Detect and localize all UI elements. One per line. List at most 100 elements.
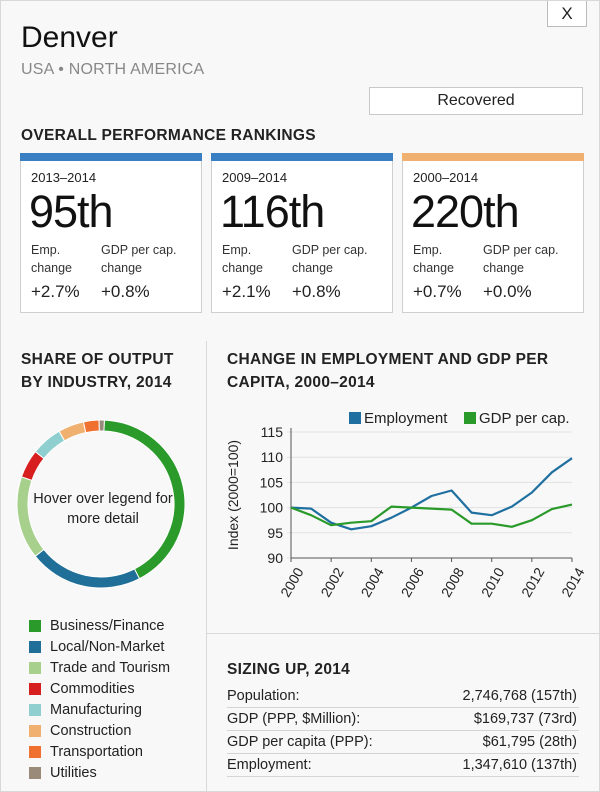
legend-item-local-non-market[interactable]: Local/Non-Market <box>29 636 170 657</box>
emp-change-value: +0.7% <box>413 282 462 301</box>
sizing-row-employment: Employment: 1,347,610 (137th) <box>227 755 579 777</box>
sizing-label: Population: <box>227 688 300 704</box>
industry-legend: Business/Finance Local/Non-Market Trade … <box>29 615 170 783</box>
legend-label: Transportation <box>50 743 143 760</box>
y-tick-label: 90 <box>267 550 283 566</box>
legend-swatch <box>29 619 41 632</box>
section-divider <box>206 633 600 634</box>
rank-value: 116th <box>220 186 325 237</box>
chart-legend-label: Employment <box>364 410 448 427</box>
legend-item-construction[interactable]: Construction <box>29 720 170 741</box>
donut-slice-manufacturing[interactable] <box>34 430 66 460</box>
legend-label: Manufacturing <box>50 701 142 718</box>
sizing-label: GDP per capita (PPP): <box>227 734 373 750</box>
chart-legend-swatch <box>349 412 361 424</box>
legend-label: Local/Non-Market <box>50 638 165 655</box>
donut-slice-local-non-market[interactable] <box>34 548 141 589</box>
rank-period: 2000–2014 <box>413 170 479 185</box>
y-tick-label: 95 <box>267 525 283 541</box>
chart-legend-swatch <box>464 412 476 424</box>
legend-label: Utilities <box>50 764 97 781</box>
emp-change-value: +2.1% <box>222 282 271 301</box>
x-tick-label: 2000 <box>277 565 307 600</box>
gdp-change-value: +0.0% <box>483 282 532 301</box>
legend-item-manufacturing[interactable]: Manufacturing <box>29 699 170 720</box>
emp-change-label: Emp. change <box>413 243 455 275</box>
emp-change-label: Emp. change <box>222 243 264 275</box>
rank-card-3: 2000–2014 220th Emp. change GDP per cap. c… <box>402 153 584 313</box>
legend-swatch <box>29 766 41 779</box>
gdp-change-label: GDP per cap. change <box>483 243 559 275</box>
y-tick-label: 110 <box>261 449 284 465</box>
sizing-title: SIZING UP, 2014 <box>227 661 351 678</box>
rank-period: 2013–2014 <box>31 170 97 185</box>
chart-legend-label: GDP per cap. <box>479 410 570 427</box>
gdp-change-value: +0.8% <box>101 282 150 301</box>
emp-change-label: Emp. change <box>31 243 73 275</box>
close-button[interactable]: X <box>547 1 587 27</box>
donut-slice-construction[interactable] <box>58 421 87 442</box>
gdp-change-label: GDP per cap. change <box>101 243 177 275</box>
legend-label: Trade and Tourism <box>50 659 171 676</box>
x-tick-label: 2006 <box>398 565 428 600</box>
gdp-change-label: GDP per cap. change <box>292 243 368 275</box>
x-tick-label: 2012 <box>518 565 548 600</box>
y-axis-label: Index (2000=100) <box>225 440 241 550</box>
x-tick-label: 2002 <box>317 565 347 600</box>
region-label: USA • NORTH AMERICA <box>21 61 205 78</box>
sizing-value: $61,795 (28th) <box>482 734 577 750</box>
rank-card-2: 2009–2014 116th Emp. change GDP per cap. c… <box>211 153 393 313</box>
sizing-row-population: Population: 2,746,768 (157th) <box>227 686 579 708</box>
legend-item-trade-tourism[interactable]: Trade and Tourism <box>29 657 170 678</box>
rank-card-1: 2013–2014 95th Emp. change GDP per cap. ch… <box>20 153 202 313</box>
sizing-label: GDP (PPP, $Million): <box>227 711 361 727</box>
sizing-label: Employment: <box>227 757 312 773</box>
gdp-change-value: +0.8% <box>292 282 341 301</box>
rank-period: 2009–2014 <box>222 170 288 185</box>
y-tick-label: 105 <box>260 474 284 490</box>
sizing-row-gdp: GDP (PPP, $Million): $169,737 (73rd) <box>227 709 579 731</box>
series-line-gdp-per-cap <box>290 503 573 528</box>
donut-hint: Hover over legend for more detail <box>33 491 173 527</box>
legend-swatch <box>29 724 41 737</box>
city-name: Denver <box>21 21 118 54</box>
donut-slice-utilities[interactable] <box>98 419 105 432</box>
x-tick-label: 2008 <box>438 565 468 600</box>
legend-item-business-finance[interactable]: Business/Finance <box>29 615 170 636</box>
legend-label: Construction <box>50 722 132 739</box>
rank-card-bar <box>402 153 584 161</box>
rank-card-bar <box>20 153 202 161</box>
sizing-value: 1,347,610 (137th) <box>462 757 577 773</box>
legend-swatch <box>29 661 41 674</box>
legend-label: Business/Finance <box>50 617 165 634</box>
legend-item-utilities[interactable]: Utilities <box>29 762 170 783</box>
industry-donut-chart <box>16 419 186 589</box>
x-tick-label: 2004 <box>357 565 387 600</box>
donut-slice-transportation[interactable] <box>82 419 100 434</box>
legend-swatch <box>29 640 41 653</box>
status-badge: Recovered <box>369 87 583 115</box>
rank-value: 95th <box>29 186 114 237</box>
legend-label: Commodities <box>50 680 135 697</box>
y-tick-label: 115 <box>261 424 284 440</box>
emp-change-value: +2.7% <box>31 282 80 301</box>
legend-swatch <box>29 703 41 716</box>
rank-value: 220th <box>411 186 520 237</box>
series-line-employment <box>290 457 573 531</box>
legend-item-commodities[interactable]: Commodities <box>29 678 170 699</box>
legend-swatch <box>29 682 41 695</box>
legend-item-transportation[interactable]: Transportation <box>29 741 170 762</box>
column-divider <box>206 341 207 791</box>
output-title: SHARE OF OUTPUT BY INDUSTRY, 2014 <box>21 351 174 391</box>
sizing-value: 2,746,768 (157th) <box>462 688 577 704</box>
rankings-title: OVERALL PERFORMANCE RANKINGS <box>21 127 316 144</box>
change-chart-title: CHANGE IN EMPLOYMENT AND GDP PER CAPITA, … <box>227 351 549 391</box>
sizing-row-gdp-per-capita: GDP per capita (PPP): $61,795 (28th) <box>227 732 579 754</box>
sizing-value: $169,737 (73rd) <box>473 711 577 727</box>
y-tick-label: 100 <box>260 500 284 516</box>
legend-swatch <box>29 745 41 758</box>
x-tick-label: 2014 <box>558 565 588 600</box>
rank-card-bar <box>211 153 393 161</box>
